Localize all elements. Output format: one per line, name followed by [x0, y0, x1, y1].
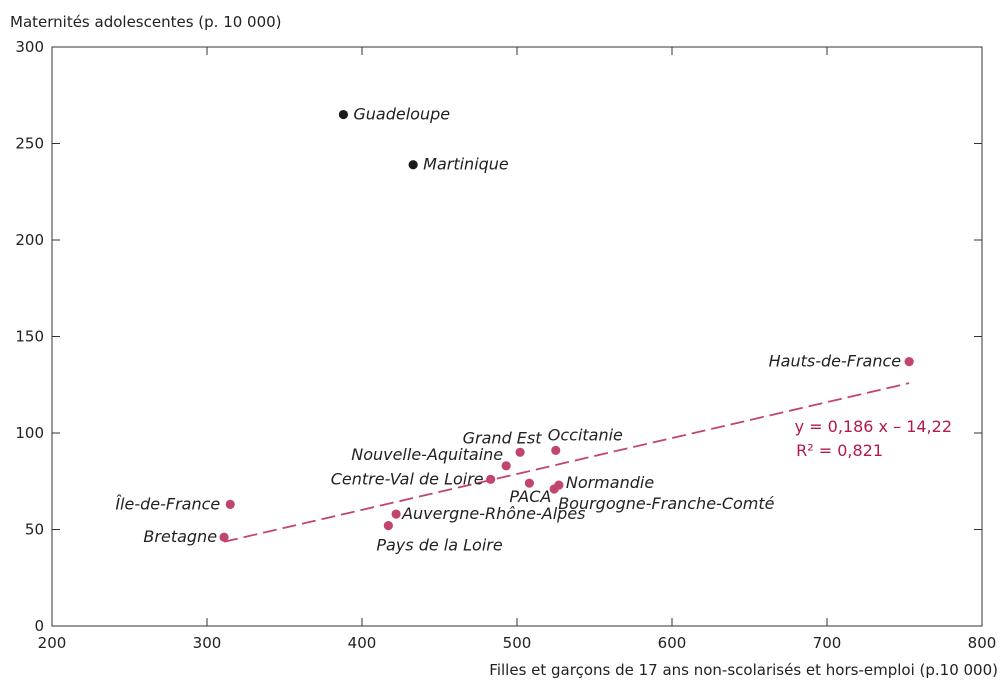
- point-occitanie: [551, 445, 561, 455]
- x-tick-label: 200: [38, 634, 67, 652]
- regression-line: [223, 382, 910, 543]
- y-tick-label: 200: [15, 231, 44, 249]
- point-label-guadeloupe: Guadeloupe: [353, 105, 450, 124]
- point-labels: Hauts-de-France Occitanie Grand EstNouvell…: [115, 105, 901, 555]
- point-bourgogne-franche-comte: [549, 484, 559, 494]
- point-paca: [524, 478, 535, 488]
- regression-r2: R² = 0,821: [796, 441, 883, 460]
- point-label-martinique: Martinique: [423, 155, 509, 174]
- y-tick-label: 300: [15, 38, 44, 56]
- point-label-grand-est: Grand Est: [463, 428, 543, 447]
- point-bretagne: [219, 532, 229, 542]
- y-axis-title: Maternités adolescentes (p. 10 000): [10, 13, 282, 31]
- point-label-paca: PACA: [509, 487, 551, 506]
- x-tick-label: 300: [193, 634, 222, 652]
- point-grand-est: [515, 447, 525, 457]
- point-nouvelle-aquitaine: [501, 461, 511, 471]
- x-tick-label: 800: [968, 634, 997, 652]
- y-tick-label: 100: [15, 424, 44, 442]
- point-label-ile-de-france: Île-de-France: [115, 494, 220, 513]
- point-label-auvergne-rhone-alpes: Auvergne-Rhône-Alpes: [401, 504, 585, 523]
- point-hauts-de-france: [904, 356, 914, 367]
- point-label-bourgogne-franche-comte: Bourgogne-Franche-Comté: [558, 494, 774, 513]
- data-points: [219, 109, 914, 542]
- point-martinique: [408, 160, 418, 170]
- point-label-occitanie: Occitanie: [548, 425, 623, 444]
- y-tick-labels: 0 50 100 150 200 250 300: [15, 38, 44, 635]
- point-label-centre-val-de-loire: Centre-Val de Loire: [331, 469, 484, 488]
- point-label-bretagne: Bretagne: [143, 527, 217, 546]
- point-label-nouvelle-aquitaine: Nouvelle-Aquitaine: [351, 445, 503, 464]
- regression-equation: y = 0,186 x – 14,22: [795, 417, 952, 436]
- point-label-normandie: Normandie: [566, 473, 654, 492]
- x-axis-title: Filles et garçons de 17 ans non-scolaris…: [489, 661, 998, 679]
- point-guadeloupe: [338, 109, 348, 120]
- y-tick-label: 0: [34, 617, 44, 635]
- x-tick-labels: 200 300 400 500 600 700 800: [38, 634, 997, 652]
- x-tick-label: 400: [348, 634, 377, 652]
- y-tick-label: 50: [25, 521, 44, 539]
- x-tick-label: 600: [658, 634, 687, 652]
- x-tick-label: 700: [813, 634, 842, 652]
- point-centre-val-de-loire: [486, 474, 496, 484]
- y-tick-label: 150: [15, 328, 44, 346]
- point-pays-de-la-loire: [383, 521, 393, 531]
- axis-ticks: [52, 47, 982, 626]
- point-label-pays-de-la-loire: Pays de la Loire: [376, 536, 502, 555]
- point-auvergne-rhone-alpes: [391, 509, 401, 519]
- y-tick-label: 250: [15, 135, 44, 153]
- x-tick-label: 500: [503, 634, 532, 652]
- point-ile-de-france: [225, 499, 235, 510]
- point-label-hauts-de-france: Hauts-de-France: [769, 352, 902, 371]
